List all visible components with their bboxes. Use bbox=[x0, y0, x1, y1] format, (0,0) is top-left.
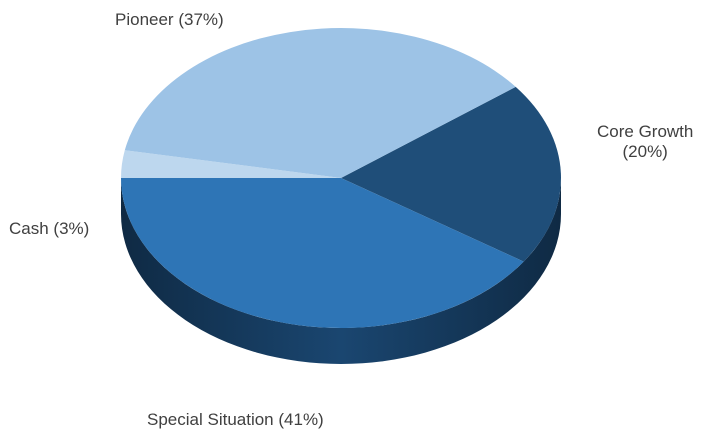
pie-slice-core-growth bbox=[341, 86, 562, 262]
slice-label-cash: Cash (3%) bbox=[9, 219, 89, 239]
slice-label-pioneer: Pioneer (37%) bbox=[115, 10, 224, 30]
slice-label-pioneer-percent: (37%) bbox=[178, 10, 224, 29]
slice-label-cash-name: Cash bbox=[9, 219, 49, 238]
slice-label-core-growth: Core Growth (20%) bbox=[597, 122, 693, 162]
slice-label-core-growth-percent: (20%) bbox=[622, 142, 668, 161]
slice-label-special-situation-percent: (41%) bbox=[278, 410, 324, 429]
pie-slice-pioneer bbox=[124, 28, 516, 178]
slice-label-cash-percent: (3%) bbox=[53, 219, 90, 238]
pie-top-group bbox=[120, 28, 562, 329]
pie-side bbox=[121, 178, 561, 364]
slice-label-core-growth-name: Core Growth bbox=[597, 122, 694, 141]
pie-side-group bbox=[121, 178, 561, 364]
pie-slice-cash bbox=[121, 150, 341, 178]
slice-label-special-situation-name: Special Situation bbox=[147, 410, 274, 429]
pie-slice-special-situation bbox=[120, 178, 524, 329]
slice-label-special-situation: Special Situation (41%) bbox=[147, 410, 324, 430]
slice-label-pioneer-name: Pioneer bbox=[115, 10, 174, 29]
